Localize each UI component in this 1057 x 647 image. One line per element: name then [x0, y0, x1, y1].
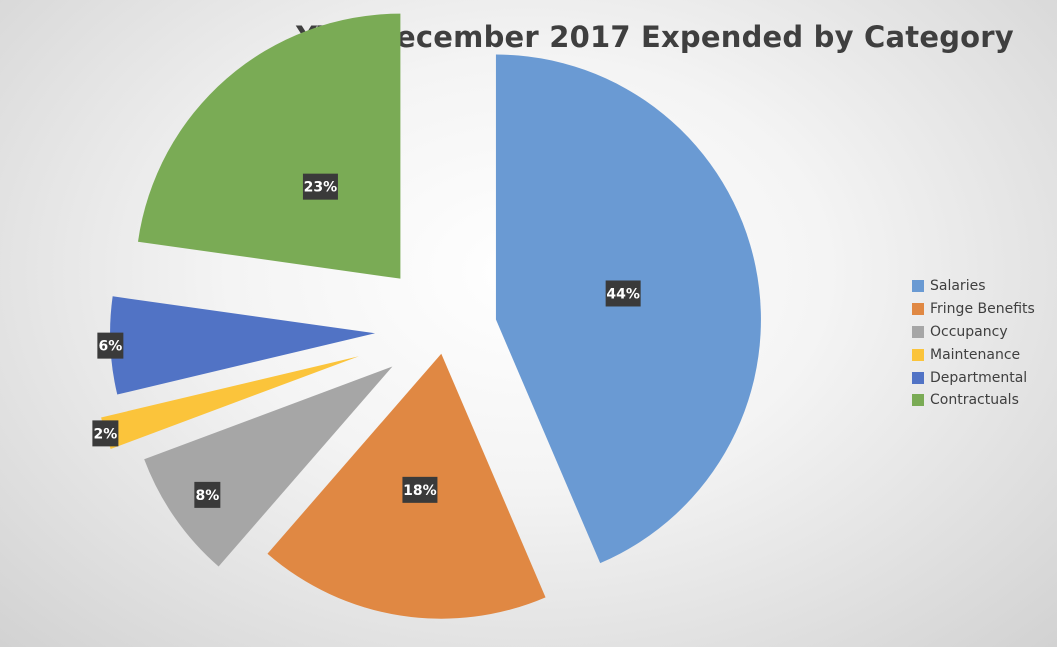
data-label-fringe-benefits: 18% [402, 476, 438, 503]
legend-swatch [912, 325, 924, 338]
legend-swatch [912, 394, 924, 407]
pie-slice-departmental [110, 296, 376, 395]
legend-label: Departmental [930, 369, 1028, 386]
data-label-box [302, 173, 338, 200]
data-label-box [402, 476, 438, 503]
legend-swatch [912, 371, 924, 384]
legend-item-maintenance: Maintenance [912, 343, 1057, 366]
data-label-departmental: 6% [97, 332, 124, 359]
data-label-box [92, 420, 119, 447]
data-label-box [605, 280, 641, 307]
data-label-text: 44% [606, 286, 640, 302]
data-label-box [194, 481, 221, 508]
legend-label: Occupancy [930, 323, 1008, 340]
legend-swatch [912, 280, 924, 293]
data-label-occupancy: 8% [194, 481, 221, 508]
pie-slice-contractuals [137, 13, 401, 279]
pie-slices [101, 13, 761, 619]
chart-title: YTD December 2017 Expended by Category [296, 20, 1014, 54]
pie-slice-occupancy [144, 366, 393, 567]
pie-slice-salaries [495, 54, 761, 564]
pie-data-labels: 44% 18% 8% 2% 6% 23% [92, 173, 641, 508]
data-label-text: 8% [195, 488, 219, 504]
legend-label: Contractuals [930, 392, 1019, 409]
pie-slice-maintenance [101, 356, 359, 449]
data-label-box [97, 332, 124, 359]
legend-item-occupancy: Occupancy [912, 321, 1057, 344]
legend-label: Fringe Benefits [930, 301, 1035, 318]
data-label-contractuals: 23% [302, 173, 338, 200]
legend-swatch [912, 303, 924, 316]
data-label-maintenance: 2% [92, 420, 119, 447]
legend-item-salaries: Salaries [912, 275, 1057, 298]
legend-item-contractuals: Contractuals [912, 389, 1057, 412]
legend-item-departmental: Departmental [912, 366, 1057, 389]
data-label-text: 23% [304, 180, 338, 196]
data-label-text: 6% [98, 339, 122, 355]
legend-label: Salaries [930, 278, 986, 295]
legend-item-fringe-benefits: Fringe Benefits [912, 298, 1057, 321]
data-label-salaries: 44% [605, 280, 641, 307]
data-label-text: 2% [93, 426, 117, 442]
legend-label: Maintenance [930, 346, 1021, 363]
legend: Salaries Fringe Benefits Occupancy Maintena… [912, 275, 1057, 412]
legend-swatch [912, 348, 924, 361]
data-label-text: 18% [403, 483, 437, 499]
